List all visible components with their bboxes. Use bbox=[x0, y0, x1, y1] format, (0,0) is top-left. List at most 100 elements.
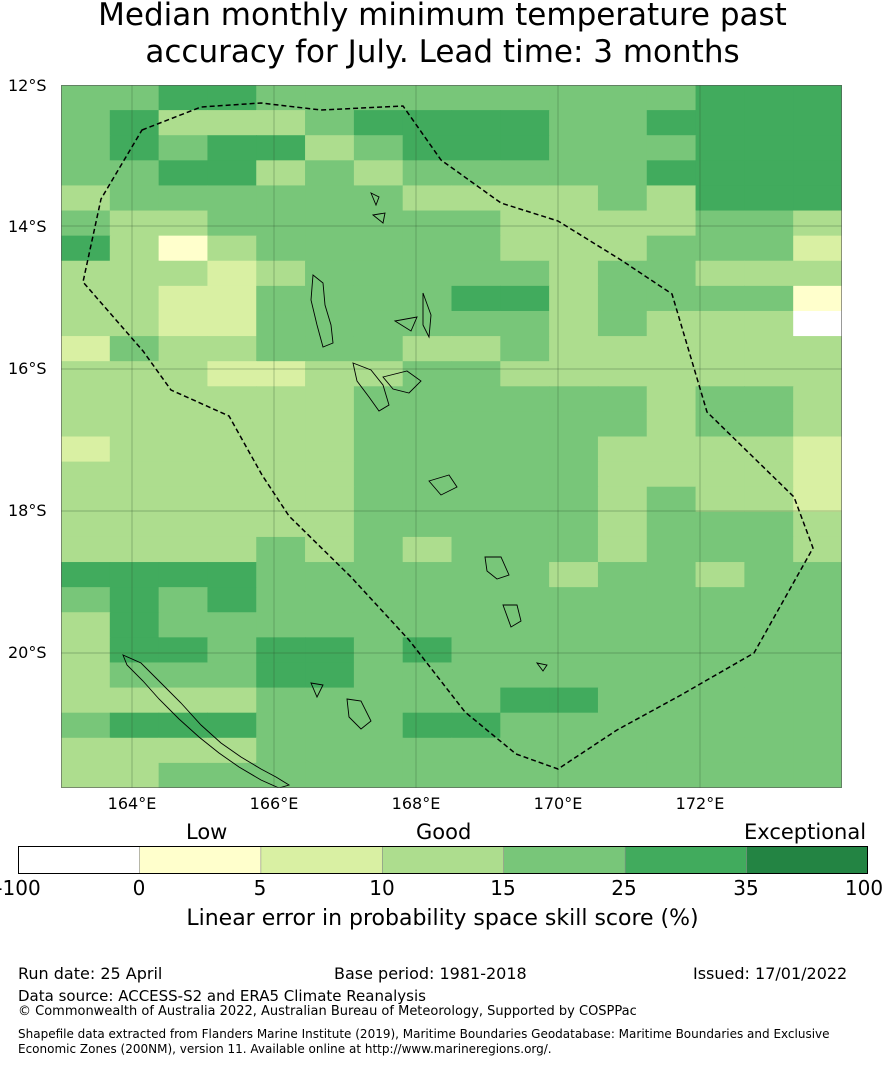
skill-cell bbox=[207, 662, 257, 689]
colorbar-segment bbox=[381, 846, 505, 874]
efate-coast bbox=[382, 370, 422, 394]
skill-cell bbox=[207, 536, 257, 563]
skill-cell bbox=[793, 135, 842, 161]
skill-cell bbox=[207, 386, 257, 412]
skill-cell bbox=[549, 85, 599, 111]
skill-cell bbox=[597, 511, 648, 538]
skill-cell bbox=[207, 185, 257, 212]
skill-cell bbox=[305, 562, 355, 588]
skill-cell bbox=[695, 386, 745, 412]
skill-cell bbox=[744, 411, 794, 438]
skill-cell bbox=[402, 185, 453, 212]
skill-cell bbox=[256, 587, 306, 613]
skill-cell bbox=[744, 185, 794, 212]
skill-cell bbox=[353, 486, 404, 513]
skill-cell bbox=[549, 336, 599, 362]
category-exceptional: Exceptional bbox=[744, 820, 867, 844]
shapefile-credit: Shapefile data extracted from Flanders M… bbox=[18, 1027, 830, 1056]
skill-cell bbox=[207, 486, 257, 513]
skill-cell bbox=[353, 285, 404, 312]
skill-cell bbox=[353, 536, 404, 563]
skill-cell bbox=[207, 210, 257, 237]
skill-cell bbox=[158, 235, 209, 262]
skill-cell bbox=[256, 461, 306, 488]
skill-cell bbox=[695, 135, 745, 161]
skill-cell bbox=[353, 662, 404, 689]
skill-cell bbox=[353, 386, 404, 412]
skill-cell bbox=[695, 436, 745, 463]
espiritu-santo-coast bbox=[310, 274, 334, 348]
skill-cell bbox=[646, 361, 697, 387]
skill-cell bbox=[109, 436, 160, 463]
skill-cell bbox=[744, 762, 794, 788]
skill-cell bbox=[353, 436, 404, 463]
data-source: Data source: ACCESS-S2 and ERA5 Climate … bbox=[18, 987, 426, 1005]
skill-cell bbox=[402, 235, 453, 262]
skill-cell bbox=[744, 536, 794, 563]
skill-cell bbox=[646, 562, 697, 588]
skill-cell bbox=[597, 737, 648, 764]
skill-cell bbox=[451, 562, 501, 588]
skill-cell bbox=[793, 762, 842, 788]
skill-cell bbox=[158, 336, 209, 362]
skill-cell bbox=[353, 637, 404, 664]
skill-cell bbox=[256, 260, 306, 287]
skill-cell bbox=[207, 411, 257, 438]
skill-cell bbox=[646, 85, 697, 111]
skill-cell bbox=[61, 285, 111, 312]
colorbar-label: Linear error in probability space skill … bbox=[186, 906, 699, 931]
cbar-tick: 10 bbox=[369, 876, 395, 900]
skill-cell bbox=[744, 386, 794, 412]
skill-cell bbox=[597, 536, 648, 563]
skill-cell bbox=[305, 712, 355, 739]
skill-cell bbox=[402, 461, 453, 488]
skill-cell bbox=[402, 762, 453, 788]
skill-cell bbox=[402, 587, 453, 613]
skill-cell bbox=[353, 687, 404, 714]
skill-cell bbox=[61, 135, 111, 161]
skill-cell bbox=[597, 235, 648, 262]
skill-cell bbox=[256, 110, 306, 136]
skill-cell bbox=[109, 210, 160, 237]
skill-cell bbox=[207, 235, 257, 262]
skill-cell bbox=[402, 260, 453, 287]
skill-cell bbox=[597, 110, 648, 136]
skill-cell bbox=[207, 260, 257, 287]
skill-cell bbox=[402, 737, 453, 764]
lon-label-166e: 166°E bbox=[249, 794, 299, 813]
colorbar-segment bbox=[260, 846, 384, 874]
skill-cell bbox=[402, 361, 453, 387]
skill-cell bbox=[109, 160, 160, 187]
skill-cell bbox=[744, 461, 794, 488]
skill-cell bbox=[744, 160, 794, 187]
skill-cell bbox=[646, 762, 697, 788]
skill-cell bbox=[646, 386, 697, 412]
skill-cell bbox=[256, 235, 306, 262]
skill-cell bbox=[695, 85, 745, 111]
skill-cell bbox=[305, 285, 355, 312]
skill-cell bbox=[207, 160, 257, 187]
skill-cell bbox=[500, 411, 550, 438]
skill-cell bbox=[597, 662, 648, 689]
lon-label-164e: 164°E bbox=[107, 794, 157, 813]
skill-cell bbox=[109, 361, 160, 387]
erromango-coast bbox=[428, 474, 458, 496]
skill-cell bbox=[695, 235, 745, 262]
skill-cell bbox=[305, 687, 355, 714]
skill-cell bbox=[597, 562, 648, 588]
skill-cell bbox=[549, 185, 599, 212]
skill-cell bbox=[256, 135, 306, 161]
skill-cell bbox=[353, 210, 404, 237]
skill-cell bbox=[402, 536, 453, 563]
skill-cell bbox=[793, 637, 842, 664]
skill-cell bbox=[793, 235, 842, 262]
skill-cell bbox=[451, 662, 501, 689]
skill-cell bbox=[256, 160, 306, 187]
skill-cell bbox=[256, 85, 306, 111]
skill-cell bbox=[207, 562, 257, 588]
skill-cell bbox=[500, 562, 550, 588]
lon-label-170e: 170°E bbox=[533, 794, 583, 813]
skill-cell bbox=[500, 110, 550, 136]
skill-cell bbox=[353, 411, 404, 438]
skill-cell bbox=[158, 210, 209, 237]
